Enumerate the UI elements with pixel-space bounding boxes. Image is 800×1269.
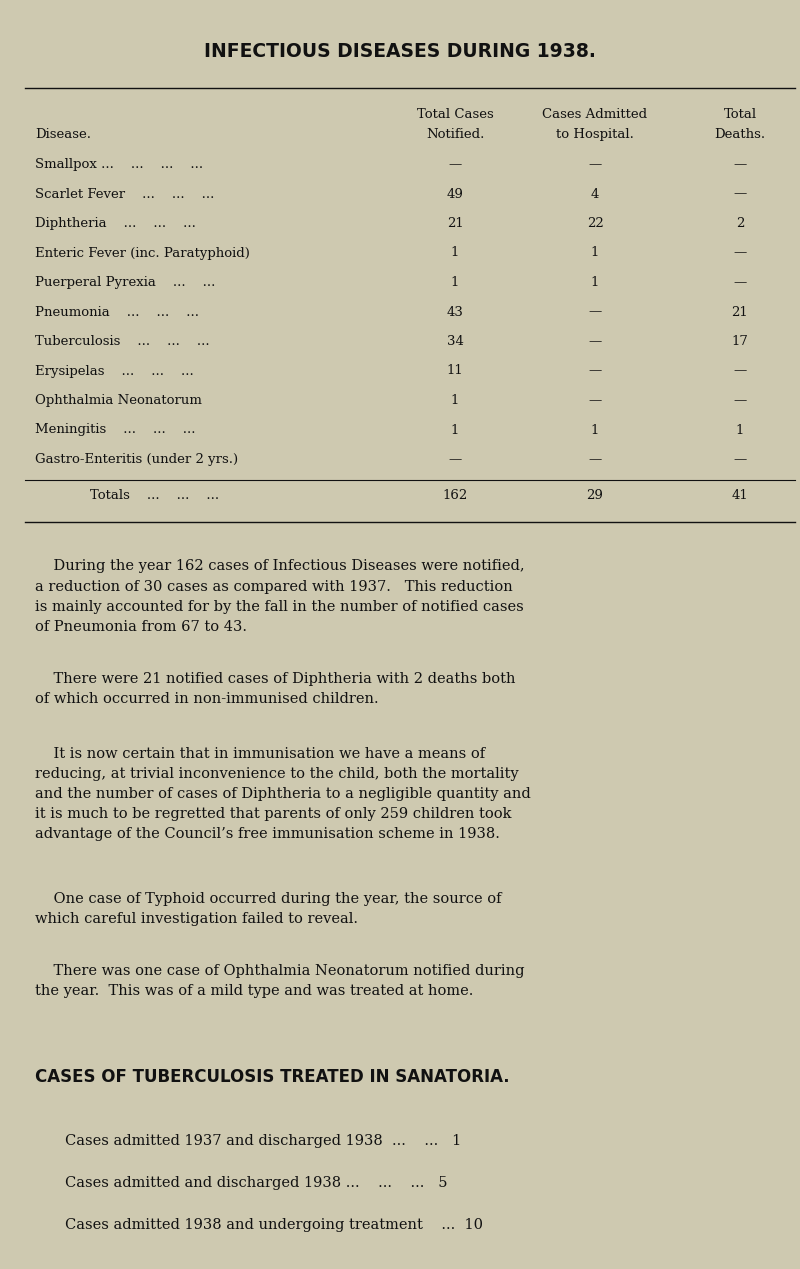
Text: 43: 43 — [446, 306, 463, 319]
Text: —: — — [734, 393, 746, 407]
Text: —: — — [588, 364, 602, 377]
Text: Total Cases: Total Cases — [417, 108, 494, 121]
Text: There were 21 notified cases of Diphtheria with 2 deaths both
of which occurred : There were 21 notified cases of Diphther… — [35, 671, 515, 706]
Text: Puerperal Pyrexia    ...    ...: Puerperal Pyrexia ... ... — [35, 275, 215, 289]
Text: 1: 1 — [451, 246, 459, 259]
Text: 2: 2 — [736, 217, 744, 230]
Text: Erysipelas    ...    ...    ...: Erysipelas ... ... ... — [35, 364, 194, 377]
Text: 29: 29 — [586, 490, 603, 503]
Text: 1: 1 — [591, 275, 599, 289]
Text: —: — — [734, 275, 746, 289]
Text: 17: 17 — [731, 335, 749, 348]
Text: Disease.: Disease. — [35, 128, 91, 141]
Text: Pneumonia    ...    ...    ...: Pneumonia ... ... ... — [35, 306, 199, 319]
Text: Ophthalmia Neonatorum: Ophthalmia Neonatorum — [35, 393, 202, 407]
Text: —: — — [448, 453, 462, 466]
Text: Gastro-Enteritis (under 2 yrs.): Gastro-Enteritis (under 2 yrs.) — [35, 453, 238, 466]
Text: Diphtheria    ...    ...    ...: Diphtheria ... ... ... — [35, 217, 196, 230]
Text: During the year 162 cases of Infectious Diseases were notified,
a reduction of 3: During the year 162 cases of Infectious … — [35, 560, 525, 633]
Text: Notified.: Notified. — [426, 128, 484, 141]
Text: 22: 22 — [586, 217, 603, 230]
Text: 21: 21 — [732, 306, 748, 319]
Text: Totals    ...    ...    ...: Totals ... ... ... — [90, 490, 219, 503]
Text: There was one case of Ophthalmia Neonatorum notified during
the year.  This was : There was one case of Ophthalmia Neonato… — [35, 963, 525, 997]
Text: 1: 1 — [451, 275, 459, 289]
Text: —: — — [734, 188, 746, 201]
Text: 1: 1 — [451, 393, 459, 407]
Text: 21: 21 — [446, 217, 463, 230]
Text: 1: 1 — [736, 424, 744, 437]
Text: —: — — [734, 159, 746, 171]
Text: 1: 1 — [451, 424, 459, 437]
Text: —: — — [588, 306, 602, 319]
Text: 49: 49 — [446, 188, 463, 201]
Text: It is now certain that in immunisation we have a means of
reducing, at trivial i: It is now certain that in immunisation w… — [35, 746, 530, 840]
Text: —: — — [588, 159, 602, 171]
Text: —: — — [588, 453, 602, 466]
Text: Cases Admitted: Cases Admitted — [542, 108, 647, 121]
Text: —: — — [588, 393, 602, 407]
Text: Smallpox ...    ...    ...    ...: Smallpox ... ... ... ... — [35, 159, 203, 171]
Text: Cases admitted 1938 and undergoing treatment    ...  10: Cases admitted 1938 and undergoing treat… — [65, 1217, 483, 1231]
Text: Tuberculosis    ...    ...    ...: Tuberculosis ... ... ... — [35, 335, 210, 348]
Text: —: — — [734, 453, 746, 466]
Text: to Hospital.: to Hospital. — [556, 128, 634, 141]
Text: 34: 34 — [446, 335, 463, 348]
Text: 162: 162 — [442, 490, 468, 503]
Text: 1: 1 — [591, 246, 599, 259]
Text: —: — — [734, 246, 746, 259]
Text: Enteric Fever (inc. Paratyphoid): Enteric Fever (inc. Paratyphoid) — [35, 246, 250, 259]
Text: Meningitis    ...    ...    ...: Meningitis ... ... ... — [35, 424, 195, 437]
Text: Deaths.: Deaths. — [714, 128, 766, 141]
Text: CASES OF TUBERCULOSIS TREATED IN SANATORIA.: CASES OF TUBERCULOSIS TREATED IN SANATOR… — [35, 1068, 510, 1086]
Text: 11: 11 — [446, 364, 463, 377]
Text: Scarlet Fever    ...    ...    ...: Scarlet Fever ... ... ... — [35, 188, 214, 201]
Text: 1: 1 — [591, 424, 599, 437]
Text: Cases admitted 1937 and discharged 1938  ...    ...   1: Cases admitted 1937 and discharged 1938 … — [65, 1133, 462, 1147]
Text: INFECTIOUS DISEASES DURING 1938.: INFECTIOUS DISEASES DURING 1938. — [204, 42, 596, 61]
Text: One case of Typhoid occurred during the year, the source of
which careful invest: One case of Typhoid occurred during the … — [35, 892, 502, 925]
Text: —: — — [588, 335, 602, 348]
Text: Cases admitted and discharged 1938 ...    ...    ...   5: Cases admitted and discharged 1938 ... .… — [65, 1175, 447, 1189]
Text: —: — — [734, 364, 746, 377]
Text: 4: 4 — [591, 188, 599, 201]
Text: 41: 41 — [732, 490, 748, 503]
Text: Total: Total — [723, 108, 757, 121]
Text: —: — — [448, 159, 462, 171]
